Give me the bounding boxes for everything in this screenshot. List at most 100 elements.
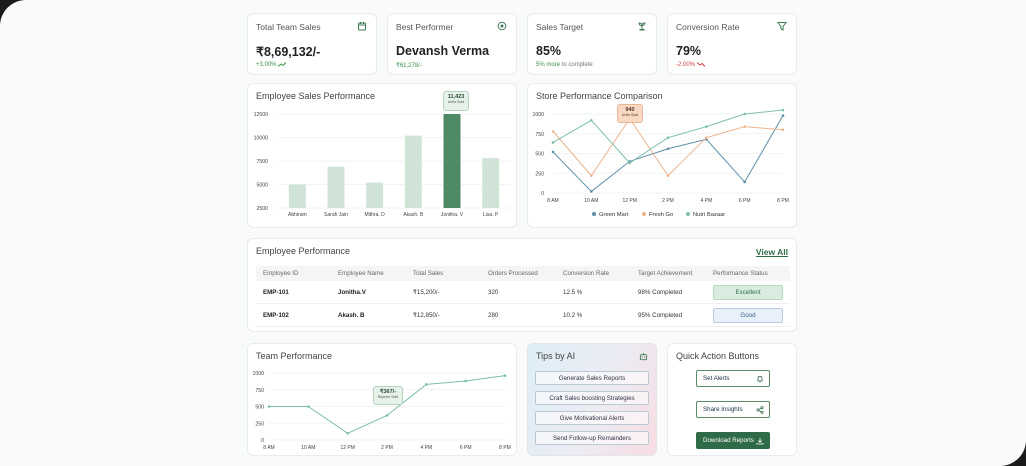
data-point: [346, 432, 349, 435]
data-point: [781, 114, 785, 117]
y-tick-label: 12500: [254, 112, 269, 118]
data-point: [705, 136, 708, 139]
x-tick-label: 6 PM: [739, 198, 751, 204]
team-performance-card: Team Performance 0 250 500 750 1000 8 AM 10 AM…: [247, 343, 517, 456]
tooltip-unit: Units Sold: [621, 113, 639, 117]
legend-label: Nutri Bazaar: [693, 212, 725, 218]
column-header: Employee ID: [256, 266, 331, 281]
x-tick-label: 8 PM: [777, 198, 789, 204]
y-tick-label: 750: [255, 388, 264, 394]
download-reports-button[interactable]: Download Reports: [696, 432, 770, 449]
data-point: [503, 374, 507, 377]
column-header: Total Sales: [406, 266, 481, 281]
x-tick-label: 8 PM: [499, 445, 511, 451]
y-tick-label: 0: [261, 438, 264, 444]
calendar-icon: [358, 22, 366, 31]
view-all-link[interactable]: View All: [755, 247, 788, 257]
bell-icon: [757, 375, 763, 383]
data-point: [267, 405, 271, 408]
data-point: [743, 125, 746, 128]
chart-title: Store Performance Comparison: [536, 91, 663, 101]
share-insights-button[interactable]: Share Insights: [696, 401, 770, 418]
x-tick-label: 10 AM: [301, 445, 315, 451]
chart-tooltip: ₹367/- Rupees Sold: [373, 386, 403, 405]
x-tick-label: 10 AM: [584, 198, 598, 204]
cell-orders: 280: [481, 303, 556, 327]
cell-orders: 320: [481, 281, 556, 304]
data-point: [628, 161, 631, 165]
plant-icon: [638, 22, 646, 31]
y-tick-label: 500: [255, 405, 264, 411]
cell-employee-name: Jonitha.V: [331, 281, 406, 304]
stat-change: 5% more to complete: [536, 62, 593, 68]
button-label: Share Insights: [703, 406, 743, 413]
legend-label: Green Mart: [599, 212, 629, 218]
stat-title: Sales Target: [536, 22, 584, 32]
x-tick-label: Abhiram: [288, 212, 307, 218]
employee-table: Employee ID Employee Name Total Sales Or…: [256, 266, 790, 327]
stat-card-best-performer: Best Performer Devansh Verma ₹61,278/-: [387, 13, 517, 75]
x-tick-label: Mithra. D: [365, 212, 386, 218]
data-point: [705, 125, 708, 128]
x-tick-label: 8 AM: [547, 198, 558, 204]
button-label: Download Reports: [703, 437, 754, 444]
stat-value: Devansh Verma: [396, 44, 490, 58]
cell-status: Excellent: [706, 281, 790, 304]
column-header: Employee Name: [331, 266, 406, 281]
data-point: [590, 174, 593, 177]
y-tick-label: 7500: [256, 159, 268, 165]
tooltip-unit: Units Sold: [447, 100, 465, 104]
target-icon: [497, 21, 507, 31]
y-tick-label: 250: [255, 421, 264, 427]
bar: [443, 114, 461, 208]
data-point: [743, 180, 746, 184]
x-tick-label: 4 PM: [420, 445, 432, 451]
cell-employee-id: EMP-101: [256, 281, 331, 304]
button-label: Set Alerts: [703, 375, 730, 382]
tips-by-ai-card: Tips by AI Generate Sales Reports Craft …: [527, 343, 657, 456]
trend-up-icon: [277, 62, 287, 67]
motivational-alerts-button[interactable]: Give Motivational Alerts: [535, 411, 649, 425]
share-icon: [756, 406, 764, 414]
employee-sales-bar-chart: 2500 5000 7500 10000 12500 Abhiram Sarah Jain M…: [254, 112, 510, 218]
legend-label: Fresh Go: [649, 212, 673, 218]
data-point: [385, 414, 389, 417]
data-point: [590, 190, 593, 193]
y-tick-label: 250: [535, 171, 544, 177]
cell-target: 98% Completed: [631, 281, 706, 304]
stat-change: +3.00%: [256, 62, 287, 69]
follow-up-reminders-button[interactable]: Send Follow-up Remainders: [535, 431, 649, 445]
stat-value: 79%: [676, 44, 702, 58]
stat-change-value: +3.00%: [256, 62, 277, 69]
status-badge: Excellent: [713, 284, 783, 300]
data-point: [781, 108, 785, 112]
generate-sales-reports-button[interactable]: Generate Sales Reports: [535, 371, 649, 385]
bar: [366, 182, 384, 208]
data-point: [551, 130, 555, 133]
data-point: [551, 141, 555, 144]
y-tick-label: 500: [535, 152, 544, 158]
stat-change: ₹61,278/-: [396, 63, 422, 69]
cell-total-sales: ₹15,200/-: [406, 281, 481, 304]
table-row[interactable]: EMP-102 Akash. B ₹12,850/- 280 10.2 % 95…: [256, 303, 790, 327]
set-alerts-button[interactable]: Set Alerts: [696, 370, 770, 387]
x-tick-label: 6 PM: [460, 445, 472, 451]
status-badge: Good: [713, 307, 783, 323]
x-tick-label: Lisa. P: [483, 212, 499, 218]
bar: [482, 158, 500, 208]
cell-target: 95% Completed: [631, 303, 706, 327]
table-row[interactable]: EMP-101 Jonitha.V ₹15,200/- 320 12.5 % 9…: [256, 281, 790, 304]
x-tick-label: Akash. B: [403, 212, 424, 218]
tooltip-value: ₹367/-: [379, 389, 397, 395]
cell-employee-id: EMP-102: [256, 303, 331, 327]
y-tick-label: 1000: [532, 112, 544, 118]
legend-marker: [592, 212, 596, 216]
column-header: Target Achievement: [631, 266, 706, 281]
store-performance-chart-card: Store Performance Comparison 0 250 500 750 1…: [527, 83, 797, 228]
x-tick-label: 8 AM: [263, 445, 274, 451]
bar: [288, 184, 306, 208]
employee-performance-card: Employee Performance View All Employee I…: [247, 238, 797, 332]
craft-strategies-button[interactable]: Craft Sales boosting Strategies: [535, 391, 649, 405]
series-line-fresh-go: [552, 117, 784, 177]
stat-card-conversion-rate: Conversion Rate 79% -2.00%: [667, 13, 797, 75]
